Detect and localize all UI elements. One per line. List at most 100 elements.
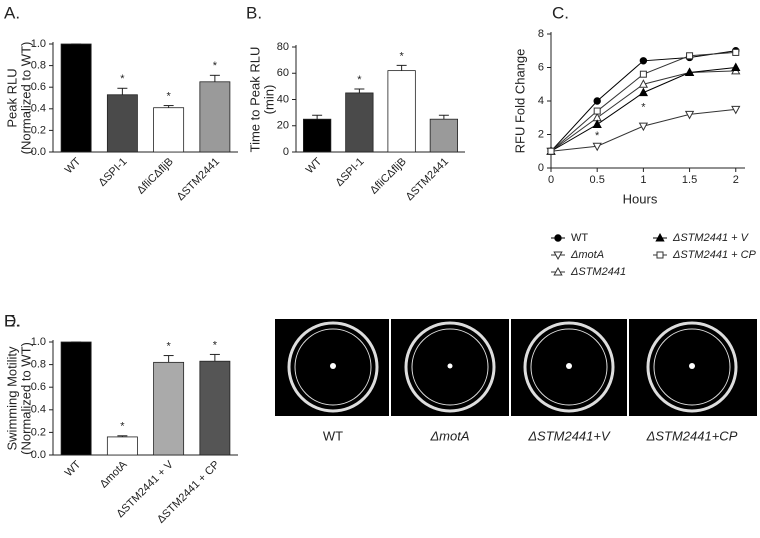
image-label: ΔSTM2441+V	[527, 428, 611, 443]
annotation: *	[213, 339, 218, 351]
point	[686, 52, 694, 60]
x-tick-label: ΔfliCΔfljB	[135, 156, 176, 197]
point	[547, 147, 555, 155]
panel-letter: A.	[4, 3, 20, 22]
plate	[287, 321, 379, 413]
panel-letter: C.	[552, 3, 569, 22]
plate	[523, 321, 615, 413]
y-axis-label: RFU Fold Change	[512, 49, 527, 154]
y-tick-label: 0.8	[31, 60, 46, 72]
y-tick-label: 0.0	[31, 146, 46, 158]
point	[732, 48, 740, 56]
plate	[530, 328, 608, 406]
x-tick-label: 0	[548, 174, 554, 186]
x-tick-label: 1	[640, 174, 646, 186]
point	[684, 110, 695, 120]
y-tick-label: 0	[283, 146, 289, 158]
annotation: *	[120, 73, 125, 85]
legend-marker	[656, 251, 664, 259]
bar	[199, 81, 231, 153]
plates	[287, 321, 738, 413]
bar	[199, 360, 231, 456]
point	[592, 142, 602, 152]
colony	[689, 363, 695, 369]
colony	[330, 363, 336, 369]
y-tick-label: 0.0	[31, 449, 46, 461]
image-label: WT	[323, 428, 343, 443]
y-axis-label: (Normalized to WT)	[18, 342, 33, 455]
x-tick-label: WT	[63, 155, 84, 176]
point	[731, 62, 741, 71]
x-tick-label: ΔSTM2441	[404, 156, 451, 203]
y-axis-label: (min)	[261, 85, 276, 115]
legend-label: ΔSTM2441 + V	[672, 232, 750, 244]
bar	[106, 94, 138, 153]
point	[592, 119, 602, 128]
legend-marker	[553, 266, 563, 276]
annotation: *	[641, 102, 646, 114]
plate	[404, 321, 496, 413]
y-axis-label: (Normalized to WT)	[18, 42, 33, 155]
y-tick-label: 0.4	[31, 404, 46, 416]
x-axis-label: Hours	[623, 191, 658, 206]
point	[593, 97, 601, 105]
x-tick-label: 2	[733, 174, 739, 186]
image-label: ΔSTM2441+CP	[646, 428, 738, 443]
y-tick-label: 6	[538, 61, 544, 73]
x-tick-label: 1.5	[682, 174, 697, 186]
plate	[294, 328, 372, 406]
bar	[387, 70, 416, 153]
y-tick-label: 1.0	[31, 336, 46, 348]
point	[593, 107, 601, 115]
panel-letter: B.	[246, 3, 262, 22]
image-label: ΔmotA	[429, 428, 469, 443]
annotation: *	[213, 60, 218, 72]
annotation: *	[166, 340, 171, 352]
colony	[447, 363, 453, 369]
bar	[153, 361, 185, 456]
bar	[429, 118, 459, 153]
x-tick-label: WT	[63, 458, 84, 479]
colonies	[330, 363, 695, 369]
colony	[566, 363, 572, 369]
y-tick-label: 0.8	[31, 359, 46, 371]
bar	[153, 107, 185, 153]
annotation: *	[166, 90, 171, 102]
bar	[60, 43, 92, 153]
y-tick-label: 0.2	[31, 124, 46, 136]
y-axis-label: Peak RLU	[4, 68, 19, 127]
point	[638, 87, 649, 97]
x-tick-label: ΔSPI-1	[96, 156, 129, 189]
legend-label: ΔSTM2441 + CP	[672, 249, 757, 261]
annotation: *	[357, 74, 362, 86]
legend-label: ΔmotA	[570, 249, 604, 261]
y-tick-label: 0	[538, 162, 544, 174]
bar	[60, 341, 92, 456]
legend-label: ΔSTM2441	[570, 266, 626, 278]
y-tick-label: 80	[277, 41, 289, 53]
y-tick-label: 0.6	[31, 81, 46, 93]
image-strip	[275, 319, 757, 416]
legend-marker	[553, 251, 563, 261]
point	[639, 57, 648, 65]
legend-marker	[655, 232, 665, 242]
annotation: *	[595, 130, 600, 142]
plate-images	[275, 319, 757, 416]
plate	[653, 328, 731, 406]
x-tick-label: WT	[304, 155, 325, 176]
y-tick-label: 60	[277, 67, 289, 79]
point	[638, 122, 649, 132]
x-tick-label: ΔmotA	[98, 458, 130, 490]
y-tick-label: 1.0	[31, 38, 46, 50]
panel-letter: E.	[4, 311, 20, 330]
point	[684, 67, 695, 77]
point	[639, 70, 647, 78]
y-tick-label: 2	[538, 128, 544, 140]
annotation: *	[399, 50, 404, 62]
bar	[302, 118, 332, 153]
plate	[646, 321, 738, 413]
y-tick-label: 0.4	[31, 103, 46, 115]
legend-marker	[554, 234, 562, 242]
legend-label: WT	[571, 232, 588, 244]
